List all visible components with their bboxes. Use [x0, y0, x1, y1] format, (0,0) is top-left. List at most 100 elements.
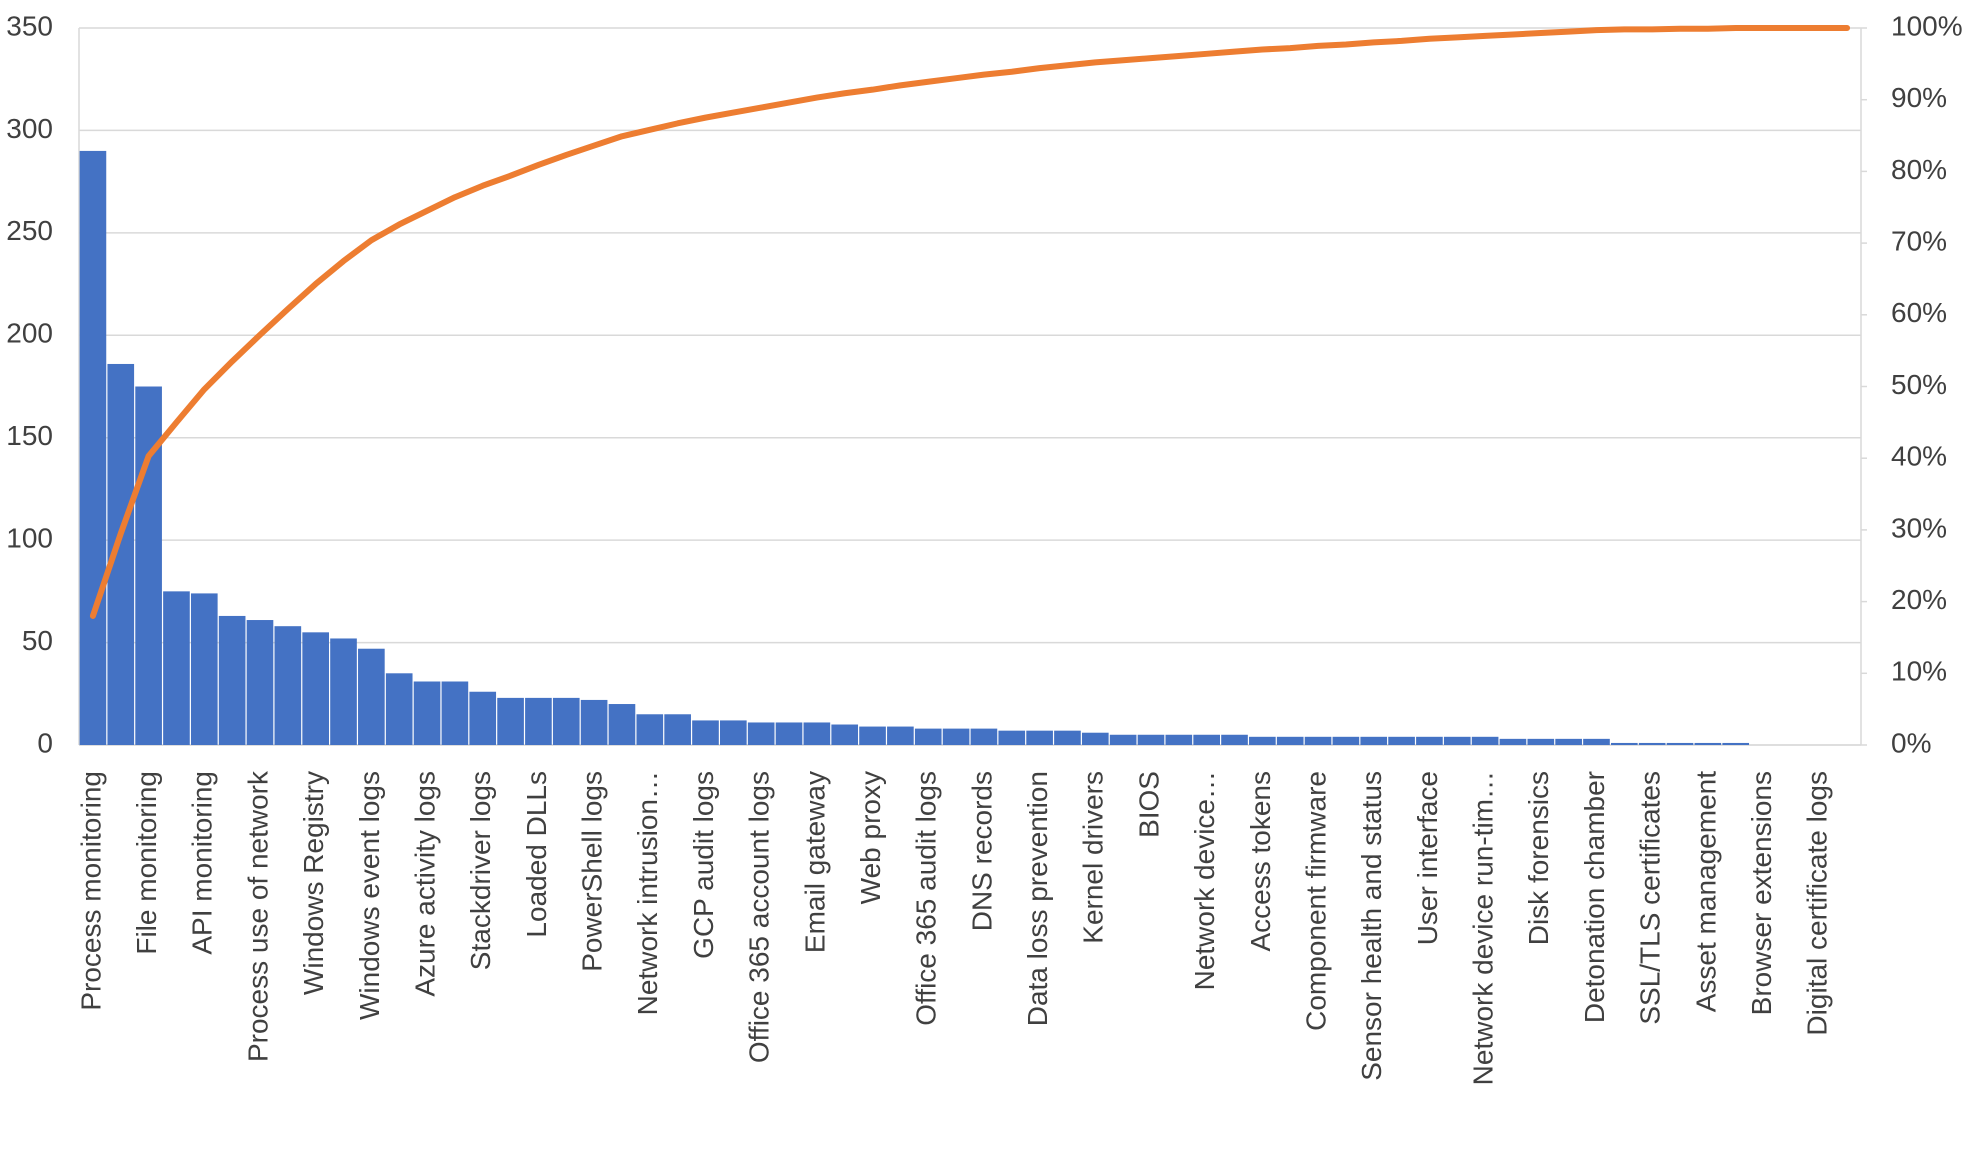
bar [330, 638, 357, 745]
x-tick-label: Process use of network [242, 770, 273, 1062]
y2-tick-label: 80% [1891, 154, 1947, 185]
bar [163, 591, 190, 745]
bar [1137, 734, 1165, 745]
bar [914, 728, 942, 745]
bar [552, 697, 580, 745]
x-tick-label: File monitoring [131, 771, 162, 955]
bar [1081, 732, 1109, 745]
x-tick-label: Component firmware [1300, 771, 1331, 1031]
x-tick-label: Detonation chamber [1579, 771, 1610, 1023]
x-tick-label: API monitoring [187, 771, 218, 955]
bar [1471, 736, 1499, 745]
x-tick-label: Sensor health and status [1356, 771, 1387, 1081]
x-tick-label: Windows event logs [354, 771, 385, 1020]
bar [246, 620, 274, 745]
bar [469, 691, 497, 745]
x-tick-label: Asset management [1690, 771, 1721, 1012]
y-tick-label: 150 [6, 420, 53, 451]
x-tick-label: Data loss prevention [1022, 771, 1053, 1026]
bar [942, 728, 970, 745]
bar [1694, 742, 1722, 745]
bar [580, 699, 608, 745]
bar [1054, 730, 1081, 745]
x-tick-label: Access tokens [1245, 771, 1276, 952]
x-tick-label: Browser extensions [1746, 771, 1777, 1015]
bar [664, 714, 691, 745]
x-tick-label: BIOS [1133, 771, 1164, 838]
x-tick-label: Digital certificate logs [1802, 771, 1833, 1036]
bar [970, 728, 998, 745]
bar [1416, 736, 1443, 745]
x-tick-label: Office 365 audit logs [911, 771, 942, 1026]
bar [1109, 734, 1137, 745]
bar [998, 730, 1026, 745]
y-tick-label: 200 [6, 318, 53, 349]
bar [1499, 738, 1527, 745]
bar [385, 673, 413, 745]
x-tick-label: Azure activity logs [409, 771, 440, 997]
x-tick-label: Network device… [1189, 771, 1220, 990]
bar [1666, 742, 1694, 745]
bar [1165, 734, 1193, 745]
x-tick-label: Network device run-tim… [1468, 771, 1499, 1085]
x-tick-label: Email gateway [799, 771, 830, 953]
y-tick-label: 0 [37, 727, 53, 758]
x-tick-label: SSL/TLS certificates [1635, 771, 1666, 1025]
bar [636, 714, 664, 745]
x-tick-label: Disk forensics [1523, 771, 1554, 945]
bar [887, 726, 914, 745]
x-tick-label: Stackdriver logs [465, 771, 496, 970]
bar [1443, 736, 1471, 745]
bar [1555, 738, 1582, 745]
y2-tick-label: 90% [1891, 82, 1947, 113]
bar [497, 697, 524, 745]
bar [775, 722, 803, 745]
bar [79, 150, 107, 745]
bar [413, 681, 441, 745]
x-tick-label: Network intrusion… [632, 771, 663, 1015]
bar [1527, 738, 1555, 745]
y2-tick-label: 60% [1891, 297, 1947, 328]
y2-tick-label: 10% [1891, 656, 1947, 687]
y-tick-label: 100 [6, 523, 53, 554]
bar [358, 648, 385, 745]
y2-tick-label: 100% [1891, 10, 1963, 41]
bar [747, 722, 775, 745]
x-tick-label: Web proxy [855, 771, 886, 904]
bar [1583, 738, 1610, 745]
y2-tick-label: 0% [1891, 727, 1931, 758]
y2-tick-label: 30% [1891, 512, 1947, 543]
x-tick-label: Loaded DLLs [521, 771, 552, 938]
y2-tick-label: 20% [1891, 584, 1947, 615]
bar [859, 726, 886, 745]
bar [218, 615, 246, 745]
bar [1249, 736, 1276, 745]
bar [1360, 736, 1388, 745]
bar [441, 681, 469, 745]
x-tick-label: GCP audit logs [688, 771, 719, 959]
bar [1276, 736, 1304, 745]
bar [692, 720, 719, 745]
bar [190, 593, 218, 745]
bar [1638, 742, 1666, 745]
bar [525, 697, 552, 745]
bar [1304, 736, 1332, 745]
y2-tick-label: 70% [1891, 225, 1947, 256]
y-tick-label: 50 [22, 625, 53, 656]
x-tick-label: Process monitoring [75, 771, 106, 1011]
y2-tick-label: 40% [1891, 441, 1947, 472]
bar [1332, 736, 1360, 745]
y-tick-label: 350 [6, 10, 53, 41]
bar [1388, 736, 1415, 745]
bar [274, 626, 302, 745]
bar [1193, 734, 1220, 745]
bar [1611, 742, 1638, 745]
bar [1722, 742, 1750, 745]
bar [608, 704, 636, 745]
y2-tick-label: 50% [1891, 369, 1947, 400]
x-tick-label: Office 365 account logs [744, 771, 775, 1063]
y-tick-label: 300 [6, 113, 53, 144]
bar [803, 722, 831, 745]
